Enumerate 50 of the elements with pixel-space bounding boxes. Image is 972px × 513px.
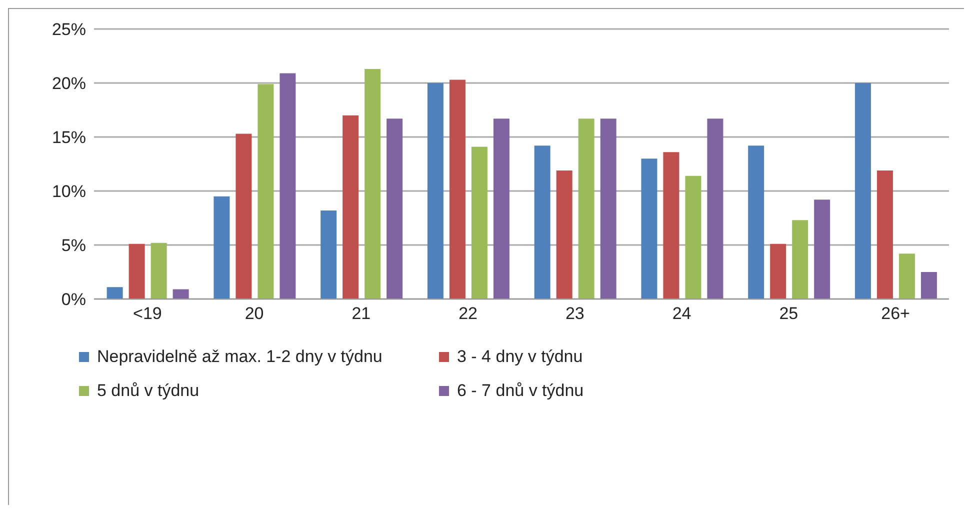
- bar: [280, 73, 296, 299]
- bar: [493, 118, 510, 299]
- bar: [876, 170, 893, 299]
- x-tick-label: <19: [133, 304, 162, 324]
- bar: [641, 158, 658, 299]
- y-tick-label: 10%: [52, 182, 86, 202]
- bar: [770, 244, 786, 299]
- y-tick-label: 20%: [52, 74, 86, 94]
- y-tick-label: 15%: [52, 128, 86, 148]
- bar: [920, 272, 937, 299]
- bar: [854, 83, 871, 299]
- bar: [556, 170, 572, 299]
- legend-label: 3 - 4 dny v týdnu: [457, 347, 583, 367]
- bar: [106, 287, 123, 299]
- x-tick-label: 25: [779, 304, 798, 324]
- bar: [236, 134, 252, 299]
- bar: [685, 176, 702, 299]
- bar: [427, 83, 444, 299]
- bar: [578, 118, 594, 299]
- x-tick-label: 23: [565, 304, 584, 324]
- bar: [150, 242, 167, 299]
- x-tick-label: 21: [352, 304, 371, 324]
- bar: [320, 210, 337, 299]
- bar: [342, 115, 359, 299]
- legend-label: Nepravidelně až max. 1-2 dny v týdnu: [97, 347, 382, 367]
- bar: [364, 68, 381, 299]
- bar: [707, 118, 724, 299]
- bar: [214, 196, 230, 299]
- x-tick-label: 24: [672, 304, 692, 324]
- legend-label: 5 dnů v týdnu: [97, 381, 200, 401]
- bar: [471, 146, 488, 299]
- bar: [814, 200, 830, 299]
- bar: [663, 152, 680, 299]
- bar: [386, 118, 403, 299]
- x-tick-label: 22: [458, 304, 478, 324]
- bar: [898, 254, 915, 299]
- bar: [600, 118, 616, 299]
- bar: [792, 220, 808, 299]
- x-tick-label: 20: [244, 304, 264, 324]
- x-tick-label: 26+: [881, 304, 910, 324]
- legend-label: 6 - 7 dnů v týdnu: [457, 381, 584, 401]
- bar: [172, 289, 189, 299]
- bar: [449, 80, 466, 299]
- y-tick-label: 25%: [52, 20, 86, 40]
- bar: [258, 84, 274, 299]
- y-tick-label: 5%: [61, 236, 86, 256]
- bar: [748, 146, 764, 299]
- bar: [128, 244, 145, 299]
- bar: [534, 146, 550, 299]
- y-tick-label: 0%: [61, 290, 86, 310]
